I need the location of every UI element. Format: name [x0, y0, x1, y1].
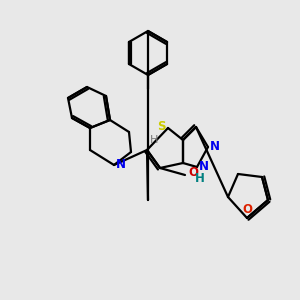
Text: N: N [116, 158, 126, 172]
Text: S: S [158, 121, 166, 134]
Text: H: H [195, 172, 205, 184]
Text: N: N [210, 140, 220, 152]
Text: N: N [199, 160, 209, 173]
Text: O: O [188, 167, 198, 179]
Text: H: H [150, 135, 158, 145]
Text: O: O [242, 203, 252, 216]
